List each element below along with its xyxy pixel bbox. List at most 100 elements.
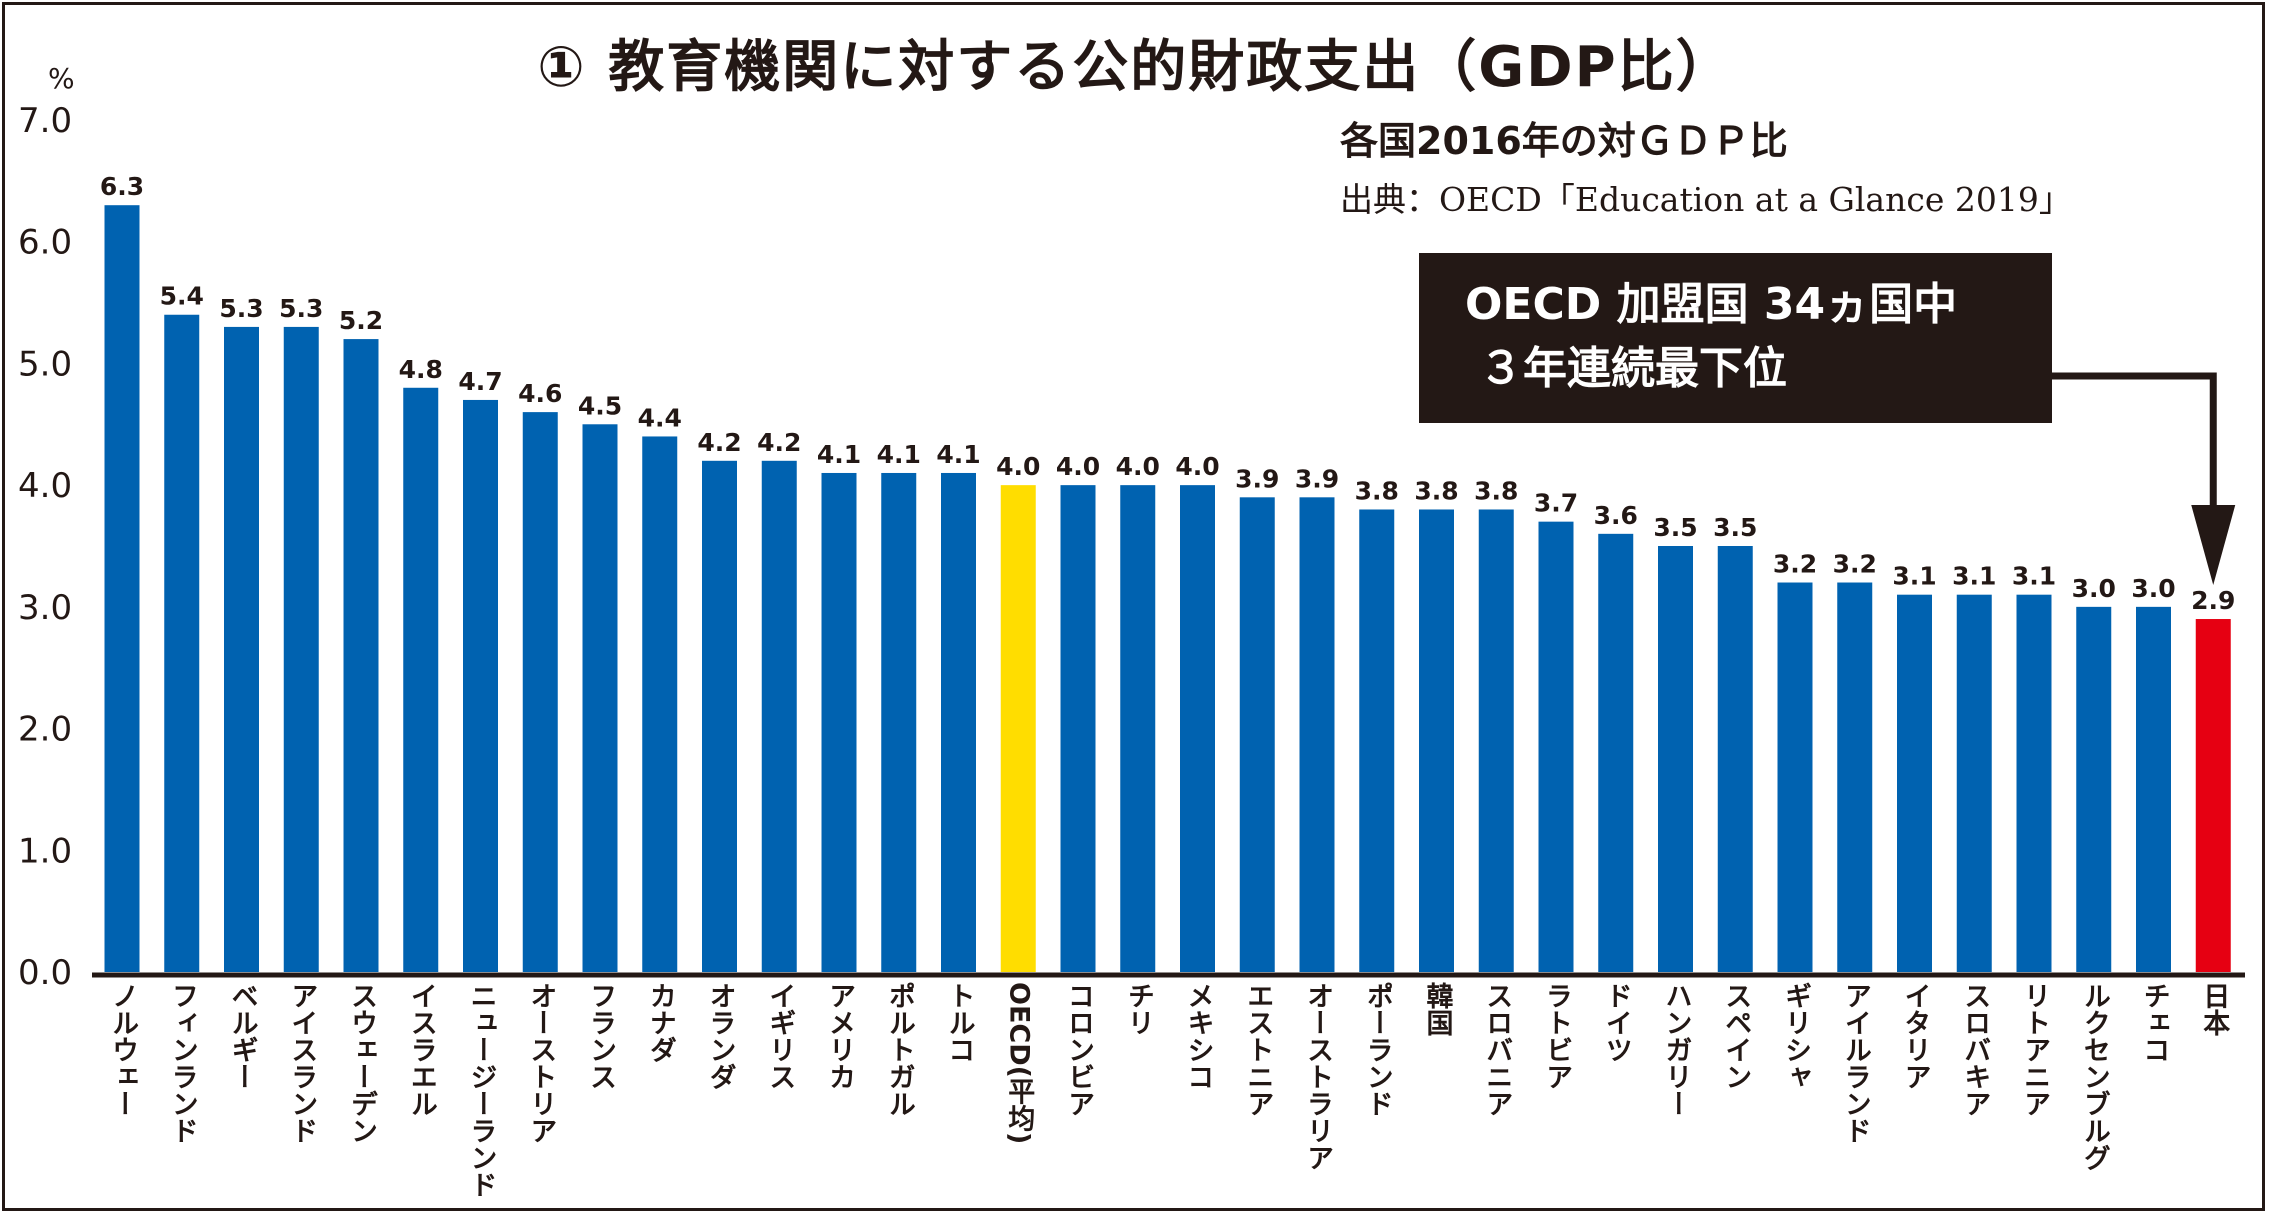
bar <box>1956 594 1992 972</box>
value-label: 3.1 <box>1892 562 1936 591</box>
x-tick-label: ポーランド <box>1361 982 1393 1117</box>
bar <box>1658 546 1693 972</box>
x-tick-label: イギリス <box>764 982 796 1090</box>
bar <box>1598 533 1634 972</box>
value-label: 4.0 <box>996 452 1040 481</box>
x-tick-label: 日本 <box>2198 982 2230 1036</box>
x-tick-label: スロバキア <box>1959 982 1991 1117</box>
value-label: 4.0 <box>1116 452 1160 481</box>
value-label: 3.2 <box>1773 550 1817 579</box>
y-tick-label: 6.0 <box>18 223 72 263</box>
bar <box>224 326 259 972</box>
value-label: 3.0 <box>2131 574 2175 603</box>
bar <box>343 339 379 973</box>
value-label: 2.9 <box>2191 586 2235 615</box>
bar <box>881 472 917 972</box>
bar <box>463 399 498 972</box>
annotation-arrow-head-icon <box>2191 505 2236 585</box>
bar <box>1777 582 1813 972</box>
x-tick-label: ギリシャ <box>1780 982 1811 1090</box>
bar <box>104 205 140 972</box>
y-tick-label: 2.0 <box>18 710 72 750</box>
x-tick-label: ラトビア <box>1541 982 1572 1090</box>
x-tick-label: スウェーデン <box>346 982 377 1144</box>
bar <box>702 460 737 972</box>
value-label: 3.1 <box>2012 562 2056 591</box>
bar <box>821 472 857 972</box>
x-tick-label: スペイン <box>1720 982 1752 1090</box>
x-tick-label: ハンガリー <box>1660 982 1692 1117</box>
bar <box>1717 546 1753 972</box>
value-label: 4.6 <box>518 379 562 408</box>
x-tick-label: フィンランド <box>166 982 198 1144</box>
value-label: 3.5 <box>1713 513 1757 542</box>
chart-source: 出典：OECD「Education at a Glance 2019」 <box>1340 180 2072 219</box>
annotation-line-1: OECD 加盟国 34ヵ国中 <box>1465 279 1958 330</box>
chart-title: ① 教育機関に対する公的財政支出（GDP比） <box>537 35 1734 100</box>
x-tick-label: エストニア <box>1242 982 1274 1117</box>
y-tick-label: 3.0 <box>18 588 72 628</box>
value-label: 3.7 <box>1534 489 1578 518</box>
bar <box>761 460 797 972</box>
value-label: 3.8 <box>1355 476 1399 505</box>
value-label: 4.2 <box>697 428 741 457</box>
value-label: 3.1 <box>1952 562 1996 591</box>
value-label: 3.0 <box>2072 574 2116 603</box>
x-tick-label: フランス <box>585 982 616 1090</box>
value-label: 5.3 <box>279 294 323 323</box>
value-label: 4.0 <box>1175 452 1219 481</box>
value-label: 4.4 <box>638 403 682 432</box>
bar <box>283 326 319 972</box>
x-tick-label: ノルウェー <box>107 982 138 1117</box>
value-label: 5.3 <box>219 294 263 323</box>
x-tick-label: メキシコ <box>1182 982 1214 1090</box>
bar <box>2076 606 2112 972</box>
x-tick-label: OECD(平均) <box>1003 982 1035 1145</box>
y-tick-label: 1.0 <box>18 831 72 871</box>
bar <box>1120 485 1156 972</box>
y-tick-label: 4.0 <box>18 466 72 506</box>
x-tick-label: 韓国 <box>1421 982 1453 1036</box>
x-tick-label: オランダ <box>704 982 736 1090</box>
bar <box>1837 582 1873 972</box>
x-tick-label: リトアニア <box>2019 982 2050 1117</box>
x-tick-label: コロンビア <box>1063 982 1094 1117</box>
x-tick-label: チェコ <box>2138 982 2170 1063</box>
x-tick-label: アイルランド <box>1839 982 1871 1144</box>
bar <box>2016 594 2052 972</box>
y-tick-label: 7.0 <box>18 101 72 141</box>
x-tick-label: ドイツ <box>1600 982 1632 1063</box>
x-tick-label: オーストラリア <box>1302 982 1333 1171</box>
value-label: 3.8 <box>1414 476 1458 505</box>
x-tick-label: チリ <box>1122 982 1154 1036</box>
annotation-box: OECD 加盟国 34ヵ国中 ３年連続最下位 <box>1419 253 2052 423</box>
value-label: 5.4 <box>160 282 204 311</box>
x-tick-label: ポルトガル <box>883 982 915 1117</box>
value-label: 4.1 <box>936 440 980 469</box>
bar <box>522 412 558 973</box>
bar <box>1299 497 1335 972</box>
y-tick-label: 0.0 <box>18 953 72 993</box>
bar <box>1000 485 1036 972</box>
value-label: 4.0 <box>1056 452 1100 481</box>
bar <box>403 387 439 972</box>
bar <box>1239 497 1275 972</box>
x-tick-label: アメリカ <box>824 982 855 1090</box>
annotation-arrow-line <box>2052 372 2217 520</box>
x-tick-label: イスラエル <box>405 982 437 1117</box>
x-tick-label: オーストリア <box>525 982 557 1144</box>
value-label: 3.6 <box>1594 501 1638 530</box>
y-axis-unit: % <box>48 62 75 95</box>
x-tick-label: ベルギー <box>226 982 258 1090</box>
x-tick-label: カナダ <box>644 982 676 1063</box>
bar <box>1538 521 1574 972</box>
value-label: 4.2 <box>757 428 801 457</box>
bar <box>1897 594 1932 972</box>
value-label: 3.5 <box>1653 513 1697 542</box>
bar <box>164 314 200 972</box>
bar <box>1419 509 1454 972</box>
value-label: 4.7 <box>458 367 502 396</box>
x-tick-label: ニュージーランド <box>465 982 497 1198</box>
annotation-line-2: ３年連続最下位 <box>1479 343 1787 394</box>
